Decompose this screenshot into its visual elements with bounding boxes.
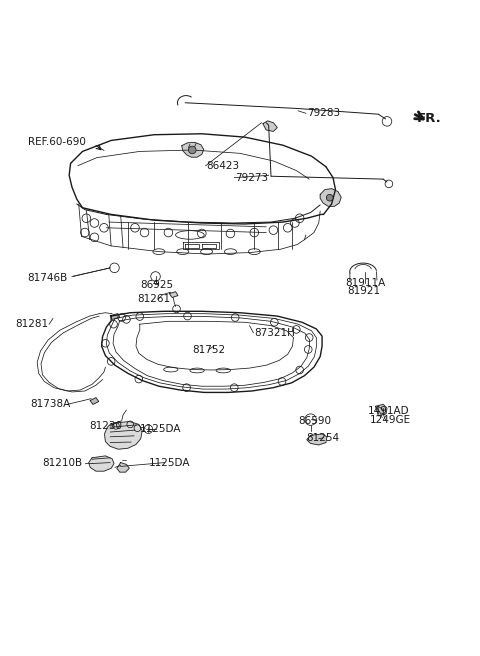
Text: 81752: 81752 <box>192 346 226 356</box>
Polygon shape <box>89 456 114 471</box>
Circle shape <box>326 194 333 201</box>
Circle shape <box>189 146 196 154</box>
Text: 81261: 81261 <box>137 295 170 304</box>
Polygon shape <box>182 142 204 157</box>
Polygon shape <box>307 434 327 445</box>
Text: 1125DA: 1125DA <box>140 424 181 434</box>
Text: 81210B: 81210B <box>42 458 82 468</box>
Polygon shape <box>90 398 99 404</box>
Text: 1491AD: 1491AD <box>368 406 409 416</box>
Polygon shape <box>169 292 178 297</box>
Text: 81746B: 81746B <box>28 273 68 283</box>
Text: 86925: 86925 <box>140 280 173 290</box>
Text: 81254: 81254 <box>306 433 339 443</box>
Polygon shape <box>320 189 341 206</box>
Text: 81921: 81921 <box>348 286 381 297</box>
Text: 79273: 79273 <box>235 173 268 182</box>
Text: 81230: 81230 <box>90 421 123 431</box>
Polygon shape <box>105 422 142 449</box>
Polygon shape <box>110 314 120 319</box>
Polygon shape <box>263 121 277 131</box>
Text: 81911A: 81911A <box>345 277 385 288</box>
Text: REF.60-690: REF.60-690 <box>28 137 85 147</box>
Text: 86423: 86423 <box>206 161 240 171</box>
Text: 81738A: 81738A <box>30 400 70 409</box>
Polygon shape <box>117 462 129 472</box>
Text: 1125DA: 1125DA <box>148 458 190 468</box>
Text: 79283: 79283 <box>307 108 340 118</box>
Polygon shape <box>375 404 387 416</box>
Text: 1249GE: 1249GE <box>370 415 411 425</box>
Text: 87321H: 87321H <box>254 328 295 338</box>
Text: 81281: 81281 <box>16 319 49 329</box>
Text: 86590: 86590 <box>298 416 331 426</box>
Text: FR.: FR. <box>417 112 441 125</box>
